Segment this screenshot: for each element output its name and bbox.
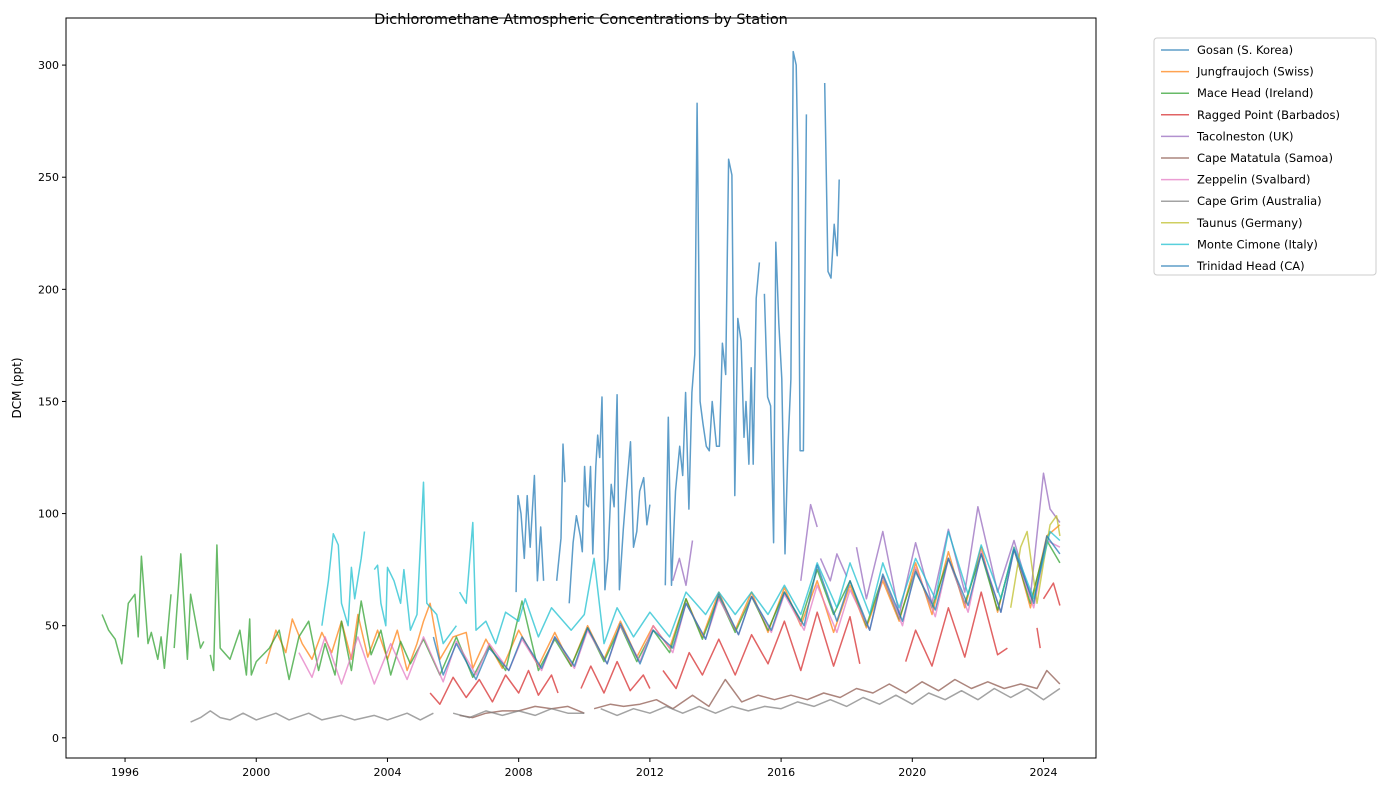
series-line-3 (429, 582, 1061, 705)
legend-label-8: Taunus (Germany) (1196, 216, 1303, 230)
y-axis: 0 50 100 150 200 250 300 (38, 59, 66, 745)
x-tick-label: 2004 (373, 766, 401, 779)
x-tick-label: 2020 (898, 766, 926, 779)
series-line-9 (321, 481, 1061, 645)
y-tick-label: 0 (52, 732, 59, 745)
x-tick-label: 2008 (505, 766, 533, 779)
legend-label-3: Ragged Point (Barbados) (1197, 108, 1340, 122)
chart-title: Dichloromethane Atmospheric Concentratio… (374, 12, 788, 28)
x-tick-label: 2012 (636, 766, 664, 779)
legend: Gosan (S. Korea) Jungfraujoch (Swiss) Mace… (1153, 37, 1377, 276)
plot-area-frame (65, 17, 1097, 759)
y-tick-label: 100 (38, 508, 59, 521)
y-tick-label: 200 (38, 283, 59, 296)
legend-label-6: Zeppelin (Svalbard) (1197, 173, 1310, 187)
series-line-7 (190, 687, 1061, 723)
series-line-8 (1009, 515, 1061, 608)
x-axis: 1996 2000 2004 2008 2012 2016 2020 2024 (111, 758, 1058, 779)
legend-label-1: Jungfraujoch (Swiss) (1196, 65, 1314, 79)
legend-label-2: Mace Head (Ireland) (1197, 86, 1314, 100)
legend-label-4: Tacolneston (UK) (1196, 129, 1294, 143)
x-tick-label: 2000 (242, 766, 270, 779)
y-tick-label: 300 (38, 59, 59, 72)
x-tick-label: 2016 (767, 766, 795, 779)
legend-label-5: Cape Matatula (Samoa) (1197, 151, 1333, 165)
y-tick-label: 250 (38, 171, 59, 184)
legend-box (1153, 37, 1377, 276)
y-tick-label: 150 (38, 395, 59, 408)
y-tick-label: 50 (45, 620, 59, 633)
series-layer (101, 50, 1061, 723)
x-tick-label: 2024 (1030, 766, 1058, 779)
y-axis-label: DCM (ppt) (10, 357, 24, 418)
series-line-10 (432, 535, 1061, 681)
x-tick-label: 1996 (111, 766, 139, 779)
legend-label-10: Trinidad Head (CA) (1196, 259, 1305, 273)
series-line-4 (672, 472, 1061, 616)
legend-label-0: Gosan (S. Korea) (1197, 43, 1293, 57)
series-line-0 (515, 50, 840, 604)
legend-label-7: Cape Grim (Australia) (1197, 194, 1322, 208)
legend-label-9: Monte Cimone (Italy) (1197, 237, 1318, 251)
